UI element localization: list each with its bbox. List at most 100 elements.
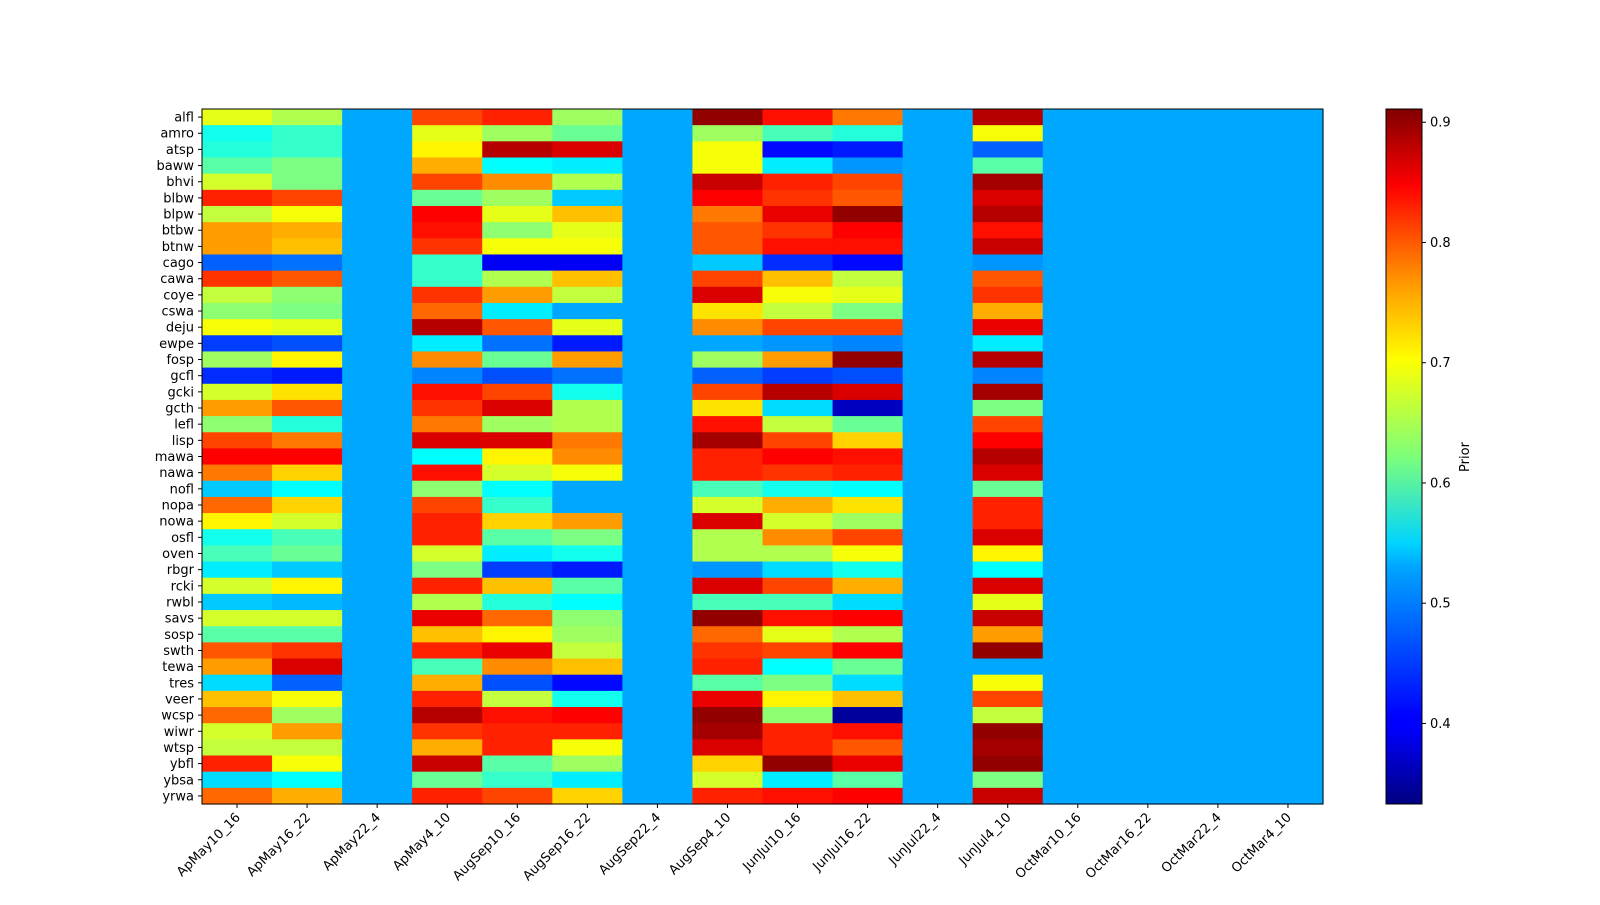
heatmap-cell: [272, 157, 343, 175]
heatmap-cell: [692, 529, 764, 546]
heatmap-cell: [342, 205, 413, 223]
heatmap-cell: [1182, 367, 1254, 385]
heatmap-cell: [202, 173, 273, 191]
row-label: coye: [163, 288, 194, 303]
heatmap-cell: [482, 577, 553, 595]
heatmap-cell: [272, 335, 343, 353]
heatmap-cell: [342, 577, 413, 595]
heatmap-cell: [972, 238, 1044, 256]
heatmap-cell: [1042, 286, 1114, 304]
heatmap-cell: [1112, 286, 1184, 304]
heatmap-cell: [832, 254, 904, 272]
heatmap-cell: [972, 351, 1044, 369]
heatmap-cell: [692, 399, 764, 417]
heatmap-cell: [202, 577, 273, 595]
heatmap-cell: [202, 254, 273, 272]
heatmap-cell: [902, 302, 974, 320]
colorbar-label: Prior: [1458, 441, 1473, 472]
heatmap-cell: [1252, 707, 1324, 724]
heatmap-cell: [692, 561, 764, 579]
heatmap-cell: [482, 399, 553, 417]
heatmap-cell: [412, 561, 483, 579]
heatmap-cell: [202, 464, 273, 482]
heatmap-cell: [272, 513, 343, 530]
heatmap-cell: [622, 690, 694, 708]
row-label: wiwr: [164, 725, 195, 740]
heatmap-cell: [622, 254, 694, 272]
heatmap-cell: [342, 707, 413, 724]
heatmap-cell: [762, 399, 834, 417]
heatmap-cell: [412, 787, 483, 805]
heatmap-cell: [342, 658, 413, 676]
heatmap-cell: [972, 319, 1044, 336]
heatmap-cell: [342, 771, 413, 789]
heatmap-cell: [832, 545, 904, 563]
heatmap-cell: [972, 480, 1044, 498]
heatmap-cell: [1042, 755, 1114, 773]
heatmap-cell: [832, 496, 904, 514]
heatmap-cell: [552, 496, 623, 514]
heatmap-cell: [762, 286, 834, 304]
heatmap-cell: [692, 270, 764, 288]
heatmap-cell: [1182, 626, 1254, 643]
heatmap-cell: [1042, 561, 1114, 579]
heatmap-cell: [1252, 787, 1324, 805]
column-label: ApMay16_22: [244, 810, 314, 880]
row-label: atsp: [166, 143, 194, 158]
heatmap-cell: [1252, 545, 1324, 563]
heatmap-cell: [412, 707, 483, 724]
heatmap-cell: [692, 577, 764, 595]
heatmap-cell: [1042, 739, 1114, 757]
heatmap-cell: [482, 610, 553, 627]
heatmap-cell: [832, 238, 904, 256]
colorbar-tick-label: 0.9: [1430, 116, 1451, 131]
heatmap-cell: [832, 771, 904, 789]
row-label: tewa: [162, 660, 194, 675]
heatmap-cell: [272, 642, 343, 660]
row-label: rcki: [171, 579, 194, 594]
heatmap-cell: [412, 157, 483, 175]
heatmap-cell: [762, 723, 834, 740]
heatmap-cell: [1182, 658, 1254, 676]
heatmap-cell: [272, 787, 343, 805]
heatmap-cell: [972, 157, 1044, 175]
row-label: swth: [163, 644, 194, 659]
heatmap-cell: [202, 513, 273, 530]
heatmap-cell: [622, 157, 694, 175]
heatmap-cell: [202, 658, 273, 676]
heatmap-cell: [902, 464, 974, 482]
heatmap-cell: [1252, 642, 1324, 660]
heatmap-cell: [1112, 626, 1184, 643]
heatmap-cell: [342, 335, 413, 353]
heatmap-cell: [1112, 658, 1184, 676]
heatmap-cell: [692, 432, 764, 450]
heatmap-cell: [1112, 416, 1184, 433]
heatmap-cell: [1252, 593, 1324, 611]
heatmap-cell: [1042, 383, 1114, 401]
row-label: deju: [166, 321, 194, 336]
heatmap-cell: [482, 626, 553, 643]
heatmap-cell: [482, 593, 553, 611]
heatmap-cell: [762, 626, 834, 643]
row-label: gcki: [167, 385, 194, 400]
heatmap-cell: [342, 739, 413, 757]
heatmap-cell: [272, 205, 343, 223]
heatmap-cell: [902, 545, 974, 563]
heatmap-cell: [1112, 496, 1184, 514]
heatmap-cell: [902, 383, 974, 401]
heatmap-cell: [692, 125, 764, 142]
heatmap-cell: [762, 642, 834, 660]
heatmap-cell: [972, 690, 1044, 708]
heatmap-cell: [1112, 222, 1184, 239]
heatmap-cell: [342, 464, 413, 482]
column-label: JunJul22_4: [886, 810, 945, 869]
heatmap-cell: [832, 658, 904, 676]
heatmap-cell: [692, 109, 764, 126]
heatmap-cell: [972, 723, 1044, 740]
heatmap-cell: [762, 141, 834, 159]
heatmap-cell: [342, 432, 413, 450]
heatmap-cell: [1252, 335, 1324, 353]
heatmap-cell: [272, 464, 343, 482]
heatmap-cell: [1112, 238, 1184, 256]
heatmap-cell: [902, 286, 974, 304]
